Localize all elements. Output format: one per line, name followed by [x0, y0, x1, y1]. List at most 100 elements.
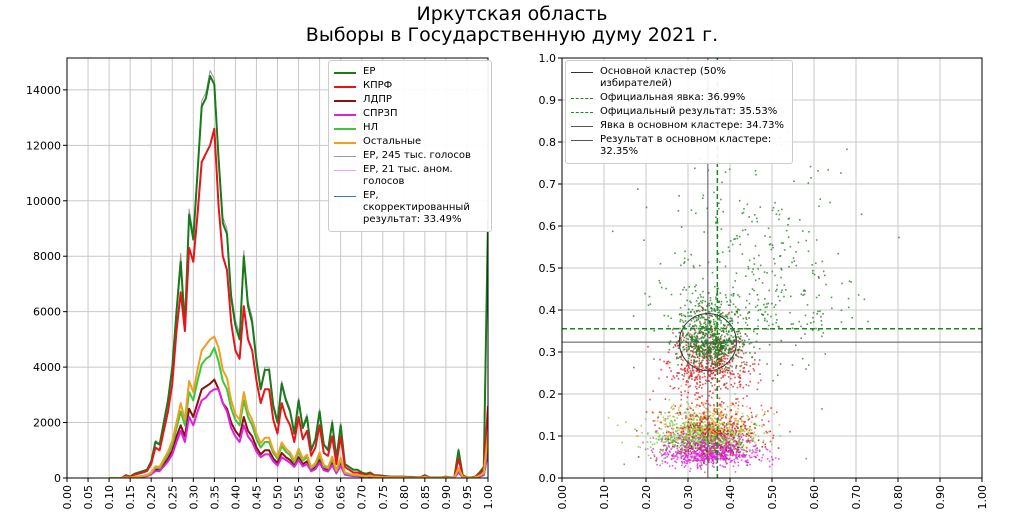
scatter-point-Остальные [728, 435, 731, 438]
scatter-point-СПРЗП [747, 461, 749, 464]
scatter-point-Остальные [656, 420, 659, 422]
scatter-point-НЛ [684, 424, 686, 427]
x-tick-label: 0.20 [145, 485, 158, 510]
scatter-point-ЕР [720, 353, 723, 356]
x-tick-label: 1.00 [976, 485, 989, 510]
scatter-point-НЛ [719, 423, 722, 425]
scatter-point-ЕР [706, 333, 709, 336]
scatter-point-ЛДПР [710, 448, 712, 450]
scatter-point-ЕР [732, 295, 735, 297]
scatter-point-КПРФ [687, 364, 690, 367]
scatter-point-ЕР [703, 355, 705, 357]
scatter-point-ЕР [695, 300, 698, 302]
scatter-point-ЕР [860, 213, 863, 216]
scatter-point-ЕР [714, 355, 716, 358]
scatter-point-КПРФ [736, 425, 738, 428]
legend-entry: ЕР, 21 тыс. аном. голосов [334, 164, 486, 188]
scatter-point-КПРФ [691, 369, 694, 372]
scatter-point-КПРФ [685, 415, 687, 417]
scatter-point-СПРЗП [753, 445, 756, 448]
scatter-point-ЕР [698, 331, 700, 334]
scatter-point-ЕР [720, 320, 722, 322]
scatter-point-СПРЗП [696, 442, 698, 445]
scatter-point-НЛ [712, 440, 714, 442]
scatter-point-КПРФ [680, 368, 682, 370]
scatter-point-СПРЗП [742, 438, 744, 441]
scatter-point-ЕР [803, 289, 806, 291]
scatter-point-КПРФ [696, 388, 698, 390]
scatter-point-КПРФ [737, 372, 739, 375]
scatter-point-НЛ [693, 422, 695, 424]
scatter-point-КПРФ [727, 355, 729, 357]
scatter-point-СПРЗП [756, 454, 759, 457]
scatter-point-КПРФ [721, 433, 724, 436]
scatter-point-Остальные [734, 419, 737, 422]
scatter-point-Остальные [732, 435, 734, 438]
scatter-point-СПРЗП [760, 459, 763, 462]
scatter-point-ЕР [817, 329, 820, 332]
scatter-point-ЕР [649, 303, 652, 305]
scatter-point-СПРЗП [677, 456, 679, 459]
scatter-point-ЕР [691, 339, 694, 342]
scatter-point-КПРФ [739, 377, 741, 379]
scatter-point-СПРЗП [749, 441, 751, 444]
scatter-point-КПРФ [731, 429, 734, 431]
scatter-point-КПРФ [714, 364, 716, 366]
scatter-point-СПРЗП [697, 436, 699, 439]
scatter-point-НЛ [689, 428, 691, 430]
scatter-point-ЕР [700, 323, 702, 326]
scatter-point-ЕР [745, 275, 747, 277]
scatter-point-НЛ [672, 423, 674, 425]
scatter-point-СПРЗП [666, 456, 668, 458]
scatter-point-КПРФ [689, 385, 692, 387]
scatter-point-ЕР [848, 280, 851, 282]
scatter-point-ЕР [753, 289, 755, 292]
scatter-point-ЕР [728, 250, 731, 252]
scatter-point-ЕР [867, 320, 869, 323]
scatter-point-ЕР [778, 218, 780, 221]
scatter-point-ЕР [754, 306, 757, 308]
scatter-point-СПРЗП [713, 458, 715, 460]
scatter-point-НЛ [688, 439, 690, 442]
scatter-point-Остальные [712, 427, 714, 430]
scatter-point-КПРФ [745, 433, 748, 435]
scatter-point-Остальные [697, 404, 700, 407]
scatter-point-ЕР [736, 310, 738, 313]
scatter-point-НЛ [664, 441, 666, 443]
scatter-point-ЕР [757, 309, 760, 312]
scatter-point-ЕР [699, 293, 702, 296]
scatter-point-НЛ [685, 412, 687, 414]
scatter-point-ЕР [720, 198, 722, 201]
scatter-point-КПРФ [667, 425, 669, 428]
scatter-point-КПРФ [689, 333, 691, 335]
scatter-point-СПРЗП [707, 452, 710, 454]
scatter-point-КПРФ [684, 370, 687, 372]
scatter-point-НЛ [686, 430, 689, 433]
scatter-point-НЛ [719, 452, 721, 454]
scatter-point-НЛ [709, 449, 711, 451]
scatter-point-ЛДПР [734, 439, 736, 442]
scatter-point-НЛ [665, 423, 667, 425]
legend-label: Остальные [363, 136, 422, 147]
scatter-point-КПРФ [719, 447, 722, 449]
scatter-point-ЕР [684, 304, 686, 307]
scatter-point-ЕР [788, 265, 790, 268]
chart-title-election: Выборы в Государственную думу 2021 г. [305, 24, 719, 46]
scatter-point-КПРФ [706, 360, 709, 363]
scatter-point-ЕР [702, 290, 704, 293]
scatter-point-КПРФ [701, 376, 704, 379]
scatter-point-Остальные [718, 425, 720, 428]
scatter-point-КПРФ [705, 368, 708, 370]
scatter-point-НЛ [705, 416, 708, 419]
scatter-point-СПРЗП [718, 415, 720, 417]
scatter-point-Остальные [732, 440, 735, 442]
scatter-point-СПРЗП [727, 441, 729, 444]
scatter-point-КПРФ [712, 367, 715, 369]
scatter-point-Остальные [728, 426, 730, 429]
scatter-point-ЕР [811, 329, 814, 331]
scatter-point-НЛ [676, 437, 678, 439]
scatter-point-НЛ [739, 442, 742, 444]
scatter-point-ЕР [735, 365, 738, 368]
scatter-point-НЛ [746, 428, 749, 430]
scatter-point-НЛ [681, 448, 683, 450]
